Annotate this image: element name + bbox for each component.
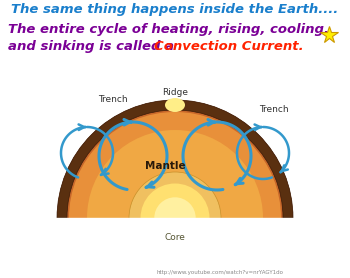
- Circle shape: [154, 197, 196, 239]
- Wedge shape: [57, 100, 293, 218]
- Wedge shape: [87, 130, 263, 218]
- Wedge shape: [69, 112, 281, 218]
- Text: Convection Current.: Convection Current.: [154, 40, 304, 53]
- Ellipse shape: [165, 98, 185, 112]
- Text: The entire cycle of heating, rising, cooling,: The entire cycle of heating, rising, coo…: [8, 23, 329, 36]
- Text: The same thing happens inside the Earth....: The same thing happens inside the Earth.…: [11, 3, 339, 16]
- Text: Trench: Trench: [259, 105, 289, 114]
- Circle shape: [129, 172, 221, 264]
- Text: Trench: Trench: [98, 95, 128, 104]
- Text: Mantle: Mantle: [145, 161, 185, 171]
- Text: http://www.youtube.com/watch?v=nrYAGY1do: http://www.youtube.com/watch?v=nrYAGY1do: [156, 270, 284, 275]
- Circle shape: [140, 183, 210, 252]
- Bar: [0, 218, 350, 278]
- Text: Core: Core: [164, 234, 186, 242]
- Text: and sinking is called a: and sinking is called a: [8, 40, 179, 53]
- Wedge shape: [57, 100, 293, 218]
- Text: Ridge: Ridge: [162, 88, 188, 97]
